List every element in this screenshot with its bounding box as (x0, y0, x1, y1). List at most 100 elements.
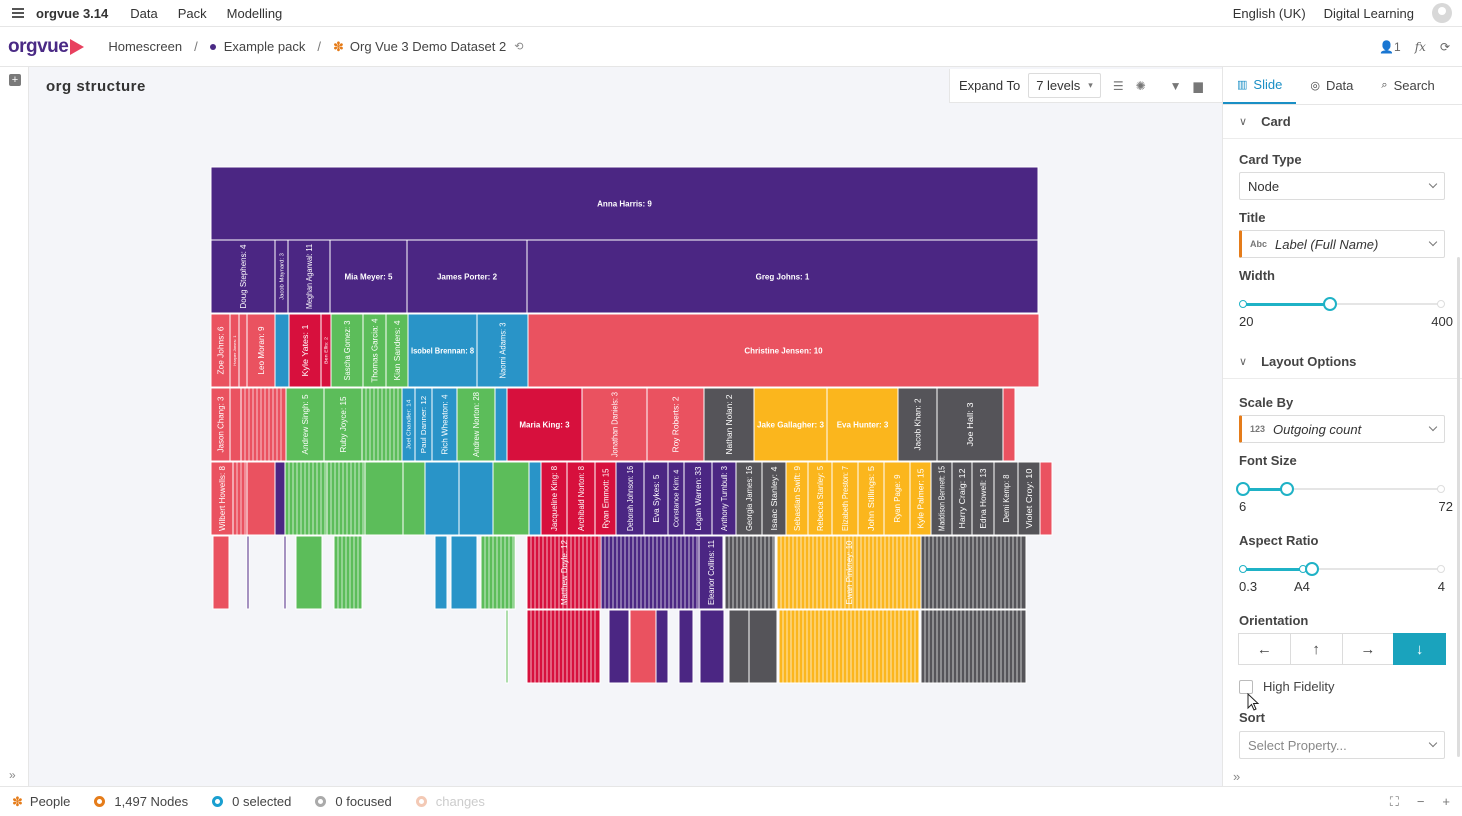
org-node[interactable] (655, 609, 669, 684)
org-node[interactable]: Christine Jensen: 10 (527, 313, 1040, 388)
org-node[interactable] (494, 387, 508, 462)
org-node[interactable] (364, 461, 404, 536)
org-node[interactable] (728, 609, 750, 684)
orient-left-button[interactable]: ← (1238, 633, 1291, 665)
width-slider[interactable] (1239, 296, 1445, 312)
language-selector[interactable]: English (UK) (1232, 5, 1306, 21)
org-node-box[interactable] (284, 461, 328, 536)
org-node[interactable] (424, 461, 460, 536)
org-node[interactable]: Andrew Norton: 28 (456, 387, 496, 462)
org-node[interactable]: Joel Chandler: 14 (401, 387, 416, 462)
org-node-box[interactable] (646, 387, 705, 462)
org-node-box[interactable] (212, 535, 230, 610)
org-node[interactable]: Maria King: 3 (506, 387, 583, 462)
org-node[interactable] (724, 535, 776, 610)
org-node-box[interactable] (581, 387, 648, 462)
org-node[interactable] (274, 313, 290, 388)
tab-data[interactable]: ◎ Data (1296, 67, 1367, 104)
breadcrumb-homescreen[interactable]: Homescreen (108, 39, 183, 54)
palette-icon[interactable]: ✺ (1135, 78, 1146, 93)
focused-status[interactable]: 0 focused (315, 794, 392, 809)
org-node-box[interactable] (364, 461, 404, 536)
org-node[interactable]: Eva Hunter: 3 (826, 387, 899, 462)
org-node[interactable]: Eleanor Collins: 11 (698, 535, 724, 610)
org-node[interactable] (361, 387, 403, 462)
org-node-box[interactable] (711, 461, 737, 536)
org-node-box[interactable] (210, 166, 1039, 241)
org-node-box[interactable] (323, 387, 363, 462)
org-node[interactable]: Kyle Yates: 1 (288, 313, 322, 388)
org-node[interactable] (528, 461, 542, 536)
org-node-box[interactable] (528, 461, 542, 536)
org-node-box[interactable] (831, 461, 859, 536)
org-node-box[interactable] (920, 609, 1027, 684)
org-node[interactable]: Elizabeth Preston: 7 (831, 461, 859, 536)
org-node[interactable]: Archibald Norton: 8 (566, 461, 596, 536)
org-node[interactable] (434, 535, 448, 610)
org-node[interactable]: Kian Sanders: 4 (385, 313, 409, 388)
org-node-box[interactable] (761, 461, 787, 536)
org-node[interactable] (283, 535, 287, 610)
org-node-box[interactable] (329, 239, 408, 314)
org-node[interactable] (608, 609, 630, 684)
org-node-box[interactable] (274, 461, 286, 536)
org-node-box[interactable] (778, 609, 920, 684)
org-node[interactable]: Edna Howell: 13 (971, 461, 995, 536)
org-node-box[interactable] (703, 387, 755, 462)
org-node[interactable]: Violet Croy: 10 (1017, 461, 1041, 536)
org-node[interactable]: Jacob Maynard: 3 (274, 239, 289, 314)
org-node[interactable]: John Stillings: 5 (857, 461, 885, 536)
org-node[interactable]: James Porter: 2 (406, 239, 528, 314)
card-type-select[interactable]: Node (1239, 172, 1445, 200)
org-node[interactable] (402, 461, 426, 536)
title-select[interactable]: Abc Label (Full Name) (1239, 230, 1445, 258)
org-node[interactable] (748, 609, 778, 684)
org-node-box[interactable] (566, 461, 596, 536)
refresh-dataset-icon[interactable]: ⟲ (514, 41, 524, 53)
org-node-box[interactable] (920, 535, 1027, 610)
org-node-box[interactable] (655, 609, 669, 684)
org-node[interactable] (920, 535, 1027, 610)
formula-fx-icon[interactable]: fx (1414, 39, 1426, 54)
org-node[interactable]: Greg Johns: 1 (526, 239, 1039, 314)
org-node[interactable]: Isaac Stanley: 4 (761, 461, 787, 536)
org-node[interactable] (778, 609, 920, 684)
org-node[interactable] (505, 609, 509, 684)
org-node[interactable]: Logan Warren: 33 (683, 461, 713, 536)
org-node-box[interactable] (608, 609, 630, 684)
org-node[interactable]: Naomi Adams: 3 (476, 313, 529, 388)
menu-modelling[interactable]: Modelling (226, 5, 283, 21)
org-node-box[interactable] (629, 609, 657, 684)
org-node[interactable]: Harper Jones: 1 (229, 313, 240, 388)
org-node-box[interactable] (505, 609, 509, 684)
org-node[interactable]: Andrew Singh: 5 (285, 387, 325, 462)
selected-status[interactable]: 0 selected (212, 794, 291, 809)
menu-data[interactable]: Data (130, 5, 158, 21)
org-node-box[interactable] (699, 609, 725, 684)
org-node[interactable] (699, 609, 725, 684)
org-node-box[interactable] (728, 609, 750, 684)
panel-scrollbar[interactable] (1457, 257, 1460, 757)
org-node-box[interactable] (753, 387, 828, 462)
org-node-box[interactable] (330, 313, 364, 388)
org-node-box[interactable] (287, 239, 331, 314)
people-status[interactable]: ✽ People (12, 794, 70, 810)
org-node[interactable]: Roy Roberts: 2 (646, 387, 705, 462)
org-node[interactable] (333, 535, 363, 610)
org-node-box[interactable] (246, 535, 250, 610)
org-node[interactable]: Nathan Nolan: 2 (703, 387, 755, 462)
org-node[interactable]: Joe Hall: 3 (936, 387, 1004, 462)
org-node-box[interactable] (1002, 387, 1016, 462)
org-node[interactable]: Demi Kemp: 8 (993, 461, 1019, 536)
org-node-box[interactable] (698, 535, 724, 610)
levels-dropdown[interactable]: 7 levels ▾ (1028, 73, 1101, 98)
org-node-box[interactable] (883, 461, 911, 536)
org-node-box[interactable] (1039, 461, 1053, 536)
org-node[interactable]: Paul Danner: 12 (414, 387, 433, 462)
org-node-box[interactable] (424, 461, 460, 536)
orient-down-button[interactable]: ↓ (1393, 633, 1446, 665)
nodes-status[interactable]: 1,497 Nodes (94, 794, 188, 809)
width-slider-handle[interactable] (1323, 297, 1338, 311)
org-node-box[interactable] (735, 461, 763, 536)
org-node[interactable]: Georgia James: 16 (735, 461, 763, 536)
